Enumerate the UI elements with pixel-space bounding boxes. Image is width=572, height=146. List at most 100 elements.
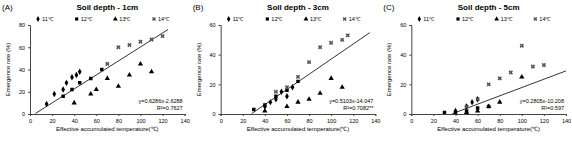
- point: [295, 99, 300, 104]
- tick-label: 120: [158, 118, 167, 124]
- legend-entry: 13℃: [494, 16, 513, 22]
- tick: 80: [116, 114, 122, 124]
- tick-mark: [433, 114, 434, 116]
- tick: 140: [562, 114, 571, 124]
- title: Soil depth - 1cm: [76, 3, 138, 12]
- series: [453, 74, 525, 114]
- y-axis-title: Emergence rate (%): [5, 43, 11, 97]
- tick-label: 20: [50, 118, 56, 124]
- legend-label: 11℃: [423, 16, 435, 22]
- panel-label: (A): [2, 3, 13, 12]
- point: [475, 108, 480, 113]
- tick: 100: [518, 114, 527, 124]
- legend-marker: [456, 17, 459, 20]
- point: [474, 96, 481, 103]
- legend-label: 13℃: [310, 16, 322, 22]
- trend-line: [452, 71, 566, 114]
- tick-mark: [243, 114, 244, 116]
- point: [78, 69, 82, 75]
- figure: (A)Soil depth - 1cm11℃12℃13℃14℃020406080…: [0, 0, 572, 146]
- tick: 80: [306, 114, 312, 124]
- tick: 0: [410, 114, 413, 124]
- tick: 20: [19, 89, 30, 95]
- tick-label: 100: [327, 118, 336, 124]
- point: [274, 94, 277, 97]
- tick-label: 0: [403, 111, 406, 117]
- y-axis-title: Emergence rate (%): [196, 43, 202, 97]
- legend-entry: 13℃: [304, 16, 323, 22]
- point: [262, 108, 267, 113]
- point: [263, 103, 266, 106]
- point: [443, 111, 446, 114]
- legend-entry: 13℃: [113, 16, 132, 22]
- point: [72, 100, 77, 105]
- legend-entry: 11℃: [227, 16, 244, 22]
- equation: y=0.2805x-10.208: [520, 98, 564, 104]
- tick-label: 80: [116, 118, 122, 124]
- x-axis: 020406080100120140: [29, 114, 190, 124]
- x-axis-title: Effective accumulated temperature(℃): [247, 126, 350, 132]
- tick-label: 80: [497, 118, 503, 124]
- point: [149, 69, 154, 74]
- point: [340, 84, 345, 89]
- axis-line: [219, 26, 222, 115]
- tick-mark: [331, 114, 332, 116]
- tick: 80: [497, 114, 503, 124]
- tick: 20: [400, 82, 411, 88]
- tick-label: 60: [475, 118, 481, 124]
- tick-mark: [219, 84, 221, 85]
- point: [284, 104, 289, 109]
- point: [273, 88, 280, 95]
- equation: y=0.6286x-2.6288: [138, 98, 182, 104]
- r-squared: R²=0.7082**: [343, 105, 374, 111]
- point: [291, 84, 295, 90]
- point: [137, 38, 144, 45]
- point: [519, 42, 526, 49]
- panel: (B)Soil depth - 3cm11℃12℃13℃14℃020406080…: [193, 3, 381, 132]
- point: [148, 36, 155, 43]
- point: [328, 40, 335, 47]
- point: [295, 74, 302, 81]
- tick: 0: [213, 111, 221, 117]
- panel: (C)Soil depth - 5cm11℃12℃13℃14℃020406080…: [383, 3, 571, 132]
- tick: 60: [19, 45, 30, 51]
- tick: 140: [181, 114, 190, 124]
- legend-label: 14℃: [158, 16, 170, 22]
- tick-mark: [52, 114, 53, 116]
- y-axis: 020406080: [19, 22, 31, 117]
- tick-mark: [74, 114, 75, 116]
- tick: 20: [50, 114, 56, 124]
- point: [269, 99, 273, 105]
- tick: 80: [19, 22, 30, 28]
- point: [530, 63, 537, 70]
- point: [105, 75, 110, 80]
- tick-label: 0: [410, 118, 413, 124]
- series: [252, 80, 300, 112]
- point: [138, 61, 143, 66]
- tick-mark: [522, 114, 523, 116]
- tick: 60: [210, 22, 221, 28]
- legend-marker: [304, 16, 309, 20]
- series: [104, 33, 166, 67]
- point: [100, 68, 103, 71]
- point: [61, 94, 64, 97]
- r-squared: R²=0.7627: [157, 105, 183, 111]
- tick-mark: [28, 114, 30, 115]
- legend-marker: [75, 17, 78, 20]
- point: [485, 81, 492, 88]
- point: [519, 74, 524, 79]
- plot-area: [443, 42, 566, 114]
- axis-line: [221, 115, 376, 117]
- point: [463, 103, 470, 110]
- tick-mark: [28, 47, 30, 48]
- legend-label: 12℃: [271, 16, 283, 22]
- tick-label: 140: [371, 118, 380, 124]
- tick: 100: [327, 114, 336, 124]
- legend-marker: [494, 16, 499, 20]
- x-axis-title: Effective accumulated temperature(℃): [56, 126, 159, 132]
- tick-mark: [219, 25, 221, 26]
- point: [65, 80, 69, 86]
- tick-mark: [409, 84, 411, 85]
- point: [306, 59, 313, 66]
- x-axis-title: Effective accumulated temperature(℃): [437, 126, 540, 132]
